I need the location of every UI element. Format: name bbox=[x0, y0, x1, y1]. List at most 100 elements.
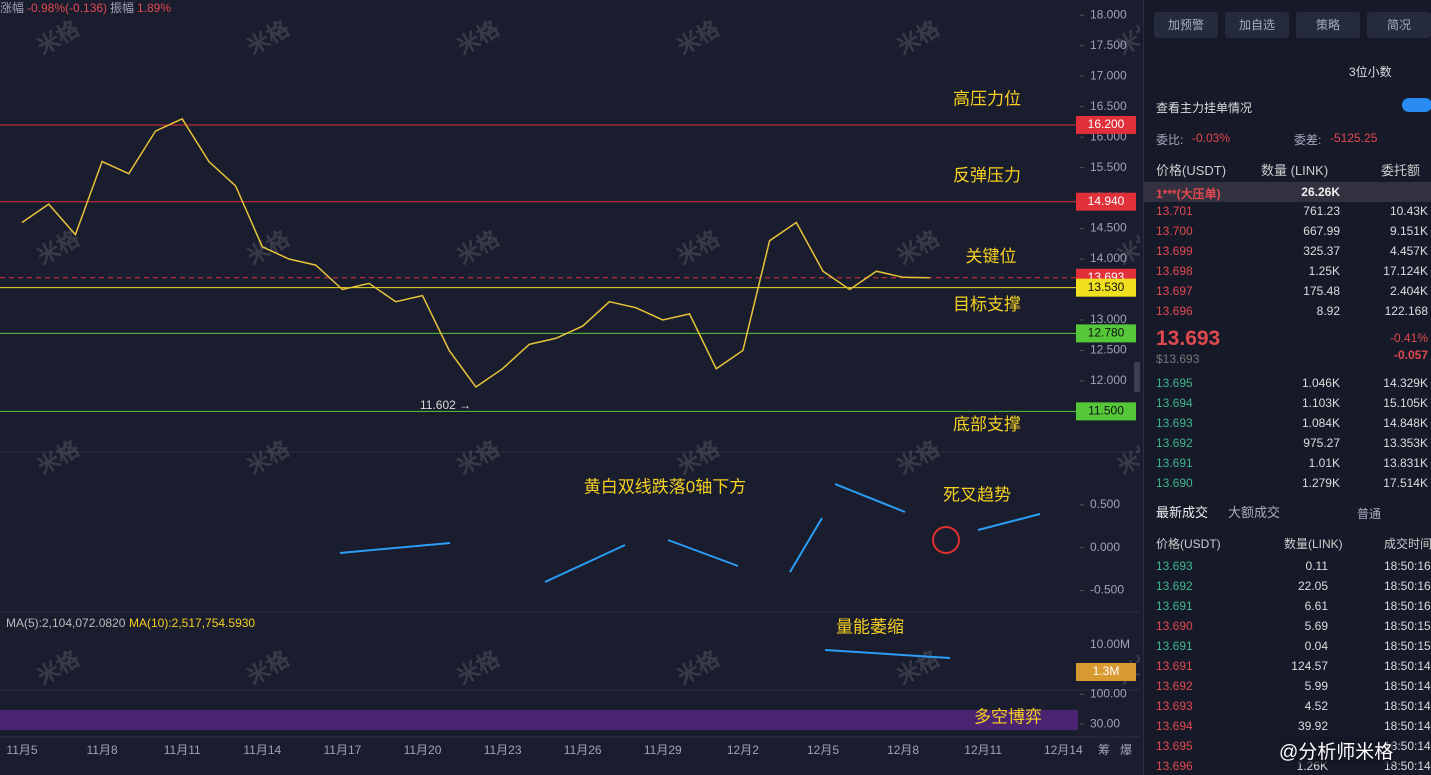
ask-price: 13.700 bbox=[1156, 224, 1193, 238]
trade-qty: 4.52 bbox=[1304, 699, 1328, 713]
button[interactable]: 策略 bbox=[1296, 12, 1360, 38]
trade-price: 13.691 bbox=[1156, 659, 1193, 673]
ask-qty: 667.99 bbox=[1303, 224, 1340, 238]
ask-amount: 9.151K bbox=[1389, 224, 1428, 238]
ask-qty: 175.48 bbox=[1303, 284, 1340, 298]
watermark: 米格 bbox=[673, 645, 724, 689]
level-note: 底部支撑 bbox=[953, 415, 1021, 434]
last-chg: -0.057 bbox=[1393, 348, 1428, 362]
vol-ma10: MA(10):2,517,754.5930 bbox=[129, 616, 255, 630]
signature: @分析师米格 bbox=[1279, 737, 1394, 764]
bid-amount: 14.329K bbox=[1383, 376, 1428, 390]
collapse-handle bbox=[1134, 362, 1140, 392]
trade-qty: 39.92 bbox=[1297, 719, 1328, 733]
bid-qty: 1.046K bbox=[1301, 376, 1340, 390]
diff-label: 委差: bbox=[1294, 133, 1322, 147]
ask-price: 13.698 bbox=[1156, 264, 1193, 278]
level-note: 反弹压力 bbox=[953, 166, 1021, 185]
arrow bbox=[667, 539, 739, 567]
trade-time: 18:50:14 bbox=[1384, 759, 1431, 773]
x-tick-label: 11月26 bbox=[564, 743, 602, 757]
tab[interactable]: 最新成交 bbox=[1156, 505, 1209, 520]
watermark: 米格 bbox=[33, 435, 84, 479]
trade-price: 13.694 bbox=[1156, 719, 1193, 733]
book-header: 价格(USDT) bbox=[1156, 163, 1227, 178]
bid-price: 13.691 bbox=[1156, 456, 1193, 470]
bid-qty: 975.27 bbox=[1303, 436, 1340, 450]
low-label: 11.602 → bbox=[420, 398, 471, 412]
watermark: 米格 bbox=[453, 435, 504, 479]
decimals[interactable]: 3位小数 bbox=[1349, 65, 1392, 79]
trade-price: 13.692 bbox=[1156, 579, 1193, 593]
trade-price: 13.693 bbox=[1156, 699, 1193, 713]
last-pct: -0.41% bbox=[1389, 331, 1428, 345]
change: -0.98%(-0.136) bbox=[27, 1, 107, 15]
bid-price: 13.692 bbox=[1156, 436, 1193, 450]
bid-qty: 1.279K bbox=[1301, 476, 1340, 490]
trade-time: 18:50:14 bbox=[1384, 679, 1431, 693]
arrow bbox=[824, 649, 951, 659]
watermark: 米格 bbox=[243, 225, 294, 269]
bid-amount: 17.514K bbox=[1383, 476, 1428, 490]
trade-price: 13.696 bbox=[1156, 759, 1193, 773]
x-tick-label: 12月14 bbox=[1044, 743, 1083, 757]
watermark: 米格 bbox=[453, 225, 504, 269]
x-tick-label: 12月5 bbox=[807, 743, 839, 757]
side-panel: 加预警 加自选 策略 简况 3位小数 查看主力挂单情况 委比: -0.03% 委差: -5125.… bbox=[1143, 0, 1431, 775]
button[interactable]: 加自选 bbox=[1225, 12, 1289, 38]
y-tick-label: 15.500 bbox=[1090, 160, 1127, 174]
bid-price: 13.694 bbox=[1156, 396, 1193, 410]
last-price: 13.693 bbox=[1156, 327, 1221, 350]
arrow bbox=[789, 517, 823, 573]
macd-tick-label: -0.500 bbox=[1090, 583, 1124, 597]
toggle[interactable] bbox=[1402, 98, 1431, 112]
macd-tick-label: 0.000 bbox=[1090, 540, 1120, 554]
tab[interactable]: 大额成交 bbox=[1228, 505, 1281, 520]
trade-time: 18:50:15 bbox=[1384, 619, 1431, 633]
x-tick-label: 11月5 bbox=[6, 743, 37, 757]
vol-current: 1.3M bbox=[1093, 664, 1120, 678]
trade-time: 18:50:15 bbox=[1384, 639, 1431, 653]
watermark: 米格 bbox=[243, 15, 294, 59]
y-tick-label: 14.000 bbox=[1090, 251, 1127, 265]
level-tag bbox=[1076, 278, 1136, 297]
button[interactable]: 简况 bbox=[1367, 12, 1431, 38]
watermark: 米格 bbox=[243, 645, 294, 689]
bid-qty: 1.084K bbox=[1301, 416, 1340, 430]
vol-tick: 10.00M bbox=[1090, 637, 1130, 651]
big-order-price: 1***(大压单) bbox=[1156, 187, 1221, 201]
level-label: 12.780 bbox=[1088, 326, 1125, 340]
level-tag bbox=[1076, 115, 1136, 134]
close-line bbox=[21, 117, 930, 389]
trade-time: 18:50:16 bbox=[1384, 579, 1431, 593]
y-tick-label: 12.000 bbox=[1090, 373, 1127, 387]
level-note: 高压力位 bbox=[953, 89, 1021, 108]
x-tick-label: 11月11 bbox=[164, 743, 201, 757]
vol-ma5: MA(5):2,104,072.0820 bbox=[6, 616, 126, 630]
watermark: 米格 bbox=[33, 645, 84, 689]
trade-price: 13.695 bbox=[1156, 739, 1193, 753]
level-tag bbox=[1076, 402, 1136, 421]
ratio-label: 委比: bbox=[1156, 133, 1184, 147]
axis-extra: 筹 bbox=[1098, 743, 1110, 757]
level-note: 关键位 bbox=[966, 247, 1017, 266]
watermark: 米格 bbox=[673, 15, 724, 59]
change-label: 涨幅 bbox=[0, 0, 24, 15]
y-tick-label: 18.000 bbox=[1090, 7, 1127, 21]
rsi-tick-label: 30.00 bbox=[1090, 716, 1120, 730]
macd-tick-label: 0.500 bbox=[1090, 497, 1120, 511]
ask-amount: 10.43K bbox=[1389, 204, 1428, 218]
watermark: 米格 bbox=[243, 435, 294, 479]
level-label: 16.200 bbox=[1088, 117, 1125, 131]
macd-note: 黄白双线跌落0轴下方 bbox=[584, 477, 746, 496]
normal[interactable]: 普通 bbox=[1357, 507, 1382, 521]
bid-amount: 15.105K bbox=[1383, 396, 1428, 410]
vol-tag bbox=[1076, 663, 1136, 681]
amp: 1.89% bbox=[137, 1, 171, 15]
rsi-note: 多空博弈 bbox=[974, 707, 1042, 726]
book-header: 委托额 bbox=[1381, 163, 1421, 178]
trade-qty: 0.11 bbox=[1305, 559, 1328, 573]
main-orders[interactable]: 查看主力挂单情况 bbox=[1156, 101, 1253, 115]
button[interactable]: 加预警 bbox=[1154, 12, 1218, 38]
